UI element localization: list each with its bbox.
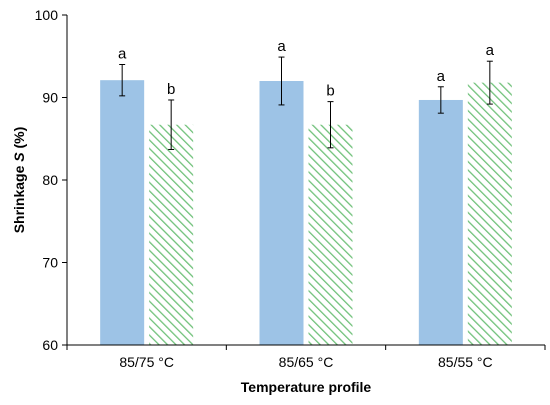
- bar-1-2: [259, 81, 304, 345]
- y-axis-title-unit: (%): [11, 127, 27, 153]
- bar-marks: a b a b a a: [100, 38, 512, 346]
- significance-label-2-2: b: [326, 83, 334, 100]
- y-axis-title-variable: S: [11, 152, 27, 162]
- x-tick-label-1: 85/75 °C: [119, 354, 174, 370]
- significance-label-1-2: a: [277, 38, 286, 55]
- y-axis-title: Shrinkage S (%): [11, 127, 27, 234]
- significance-label-2-3: a: [486, 42, 495, 59]
- axes: 85/75 °C 85/65 °C 85/55 °C 60 70 80 90 100: [35, 7, 546, 370]
- bar-2-1: [149, 124, 194, 345]
- bar-2-3: [467, 82, 512, 346]
- y-tick-label-1: 60: [42, 337, 58, 353]
- x-tick-label-3: 85/55 °C: [438, 354, 493, 370]
- x-tick-label-2: 85/65 °C: [279, 354, 334, 370]
- bar-2-2: [308, 124, 353, 345]
- bar-1-3: [418, 99, 463, 345]
- y-axis-title-part: Shrinkage: [11, 162, 27, 234]
- y-tick-label-2: 70: [42, 255, 58, 271]
- bar-1-1: [100, 80, 145, 346]
- significance-label-1-1: a: [118, 46, 127, 63]
- significance-label-2-1: b: [167, 81, 175, 98]
- y-tick-label-5: 100: [35, 7, 59, 23]
- y-tick-label-3: 80: [42, 172, 58, 188]
- x-axis-title: Temperature profile: [241, 379, 372, 395]
- y-tick-label-4: 90: [42, 90, 58, 106]
- significance-label-1-3: a: [437, 68, 446, 85]
